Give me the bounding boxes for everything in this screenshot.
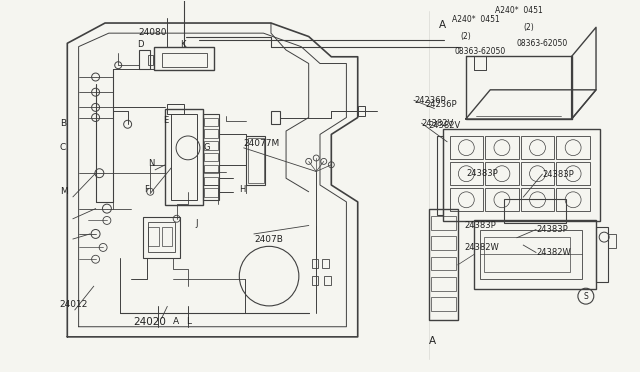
Bar — [171, 114, 197, 200]
Bar — [204, 118, 218, 126]
Bar — [608, 234, 616, 247]
Bar — [154, 46, 214, 70]
Bar — [161, 54, 207, 67]
Text: 24012: 24012 — [60, 300, 88, 309]
Bar — [556, 163, 590, 185]
Text: 24382V: 24382V — [428, 121, 460, 131]
Text: 24077M: 24077M — [244, 140, 280, 148]
Bar — [474, 220, 596, 289]
Text: 24020: 24020 — [133, 317, 166, 327]
Bar — [312, 276, 318, 285]
Bar — [431, 216, 456, 230]
Text: A: A — [173, 317, 179, 326]
Bar — [148, 222, 175, 253]
Text: 24080: 24080 — [138, 28, 166, 37]
Text: (2): (2) — [461, 32, 472, 41]
Bar — [204, 165, 218, 173]
Bar — [484, 237, 570, 272]
Bar — [480, 230, 582, 279]
Text: 24383P: 24383P — [542, 170, 574, 179]
Bar — [161, 227, 172, 246]
Bar — [312, 259, 318, 268]
Text: D: D — [137, 41, 143, 49]
Bar — [203, 114, 219, 200]
Bar — [167, 104, 184, 114]
Bar — [431, 277, 456, 291]
Bar — [449, 163, 483, 185]
Bar — [246, 136, 266, 185]
Bar — [521, 163, 554, 185]
Bar — [139, 50, 150, 68]
Bar — [431, 297, 456, 311]
Text: J: J — [196, 219, 198, 228]
Bar — [521, 189, 554, 211]
Text: A: A — [439, 20, 447, 30]
Bar — [485, 137, 518, 159]
Bar — [271, 111, 280, 124]
Bar — [204, 153, 218, 161]
Bar — [248, 138, 264, 183]
Bar — [431, 257, 456, 270]
Text: (2): (2) — [524, 23, 534, 32]
Text: H: H — [239, 185, 245, 193]
Text: 24236P: 24236P — [414, 96, 445, 105]
Text: 24383P: 24383P — [536, 225, 568, 234]
Bar — [204, 129, 218, 138]
Bar — [204, 188, 218, 197]
Bar — [322, 259, 330, 268]
Text: A240*  0451: A240* 0451 — [495, 6, 543, 15]
Text: 08363-62050: 08363-62050 — [516, 39, 568, 48]
Text: 24382W: 24382W — [465, 243, 500, 252]
Text: N: N — [148, 158, 154, 167]
Bar — [485, 163, 518, 185]
Text: G: G — [203, 143, 209, 152]
Bar — [429, 209, 458, 321]
Text: 24383P: 24383P — [467, 169, 499, 179]
Text: M: M — [60, 187, 67, 196]
Bar — [358, 106, 365, 116]
Bar — [521, 137, 554, 159]
Text: 2407B: 2407B — [254, 234, 283, 244]
Bar — [449, 189, 483, 211]
Bar — [449, 137, 483, 159]
Text: B: B — [60, 119, 66, 128]
Bar — [148, 227, 159, 246]
Text: 24236P: 24236P — [426, 100, 458, 109]
Text: 24382W: 24382W — [536, 248, 571, 257]
Text: S: S — [584, 292, 588, 301]
Text: A: A — [429, 336, 436, 346]
Text: E: E — [163, 116, 169, 125]
Bar — [485, 189, 518, 211]
Bar — [431, 237, 456, 250]
Text: C: C — [60, 143, 66, 152]
Bar — [165, 109, 203, 205]
Bar — [504, 199, 566, 223]
Bar — [596, 227, 608, 282]
Text: 24382V: 24382V — [422, 119, 454, 128]
Bar — [143, 217, 180, 257]
Text: A240*  0451: A240* 0451 — [452, 16, 499, 25]
Text: L: L — [186, 317, 191, 326]
Bar — [444, 129, 600, 221]
Bar — [204, 177, 218, 185]
Bar — [556, 189, 590, 211]
Text: 24383P: 24383P — [465, 221, 497, 231]
Bar — [324, 276, 332, 285]
Bar — [437, 137, 444, 215]
Text: 08363-62050: 08363-62050 — [454, 47, 506, 56]
Text: F: F — [145, 185, 150, 193]
Text: K: K — [180, 41, 185, 49]
Bar — [204, 141, 218, 150]
Bar — [556, 137, 590, 159]
Bar — [148, 55, 153, 65]
